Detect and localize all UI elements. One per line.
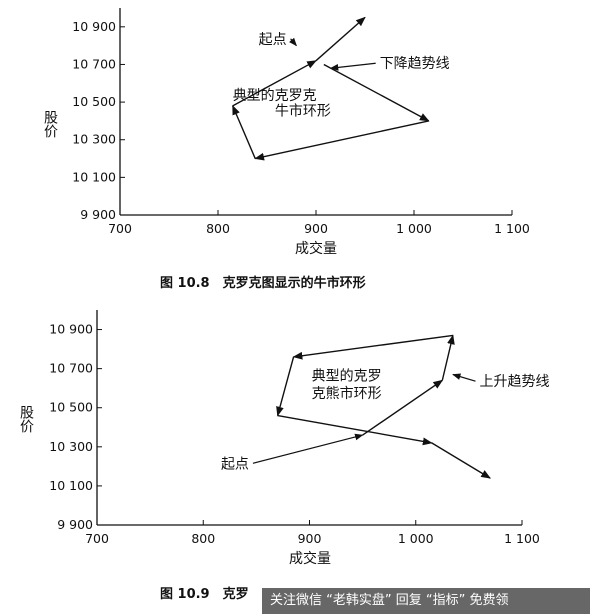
watermark-banner: 关注微信 “老韩实盘” 回复 “指标” 免费领 [262,588,590,614]
annotation-arrow [252,433,364,464]
loop-segment [232,104,256,159]
annotation-label: 起点 [221,456,249,472]
loop-segment [441,334,455,381]
chart-bull-loop: 9 900 10 100 10 300 10 500 10 700 10 900 700 80… [42,8,530,291]
y-tick-label: 10 500 [49,400,93,415]
x-tick-label: 900 [304,221,328,236]
x-tick-label: 700 [108,221,132,236]
loop-segment [315,16,366,62]
x-axis-title: 成交量 [295,240,337,257]
annotation-label: 下降趋势线 [380,56,450,72]
annotation-arrow [452,373,476,382]
loop-segment [232,60,317,107]
annotation-label: 上升趋势线 [480,374,550,390]
figure-caption: 图 10.8 克罗克图显示的牛市环形 [160,275,366,291]
y-axis-title: 股价 [18,405,34,433]
loop-segment [362,379,444,436]
y-tick-label: 10 300 [72,132,116,147]
y-tick-label: 10 100 [72,169,116,184]
x-tick-label: 700 [85,531,109,546]
chart-bear-loop: 9 900 10 100 10 300 10 500 10 700 10 900 700 80… [18,310,550,602]
loop-segment [323,63,430,122]
y-tick-label: 10 500 [72,94,116,109]
y-axis-title: 股价 [42,110,58,138]
annotation-label: 起点 [259,32,287,48]
x-tick-label: 800 [206,221,230,236]
x-tick-label: 1 100 [504,531,540,546]
y-tick-label: 10 300 [49,439,93,454]
figure-caption: 图 10.9 克罗 [160,586,249,602]
y-tick-label: 10 700 [49,361,93,376]
loop-segment [292,334,454,360]
x-tick-label: 800 [191,531,215,546]
x-tick-label: 1 000 [398,531,434,546]
annotation-label: 牛市环形 [275,102,331,119]
annotation-label: 典型的克罗 [312,368,382,384]
y-tick-label: 9 900 [80,207,116,222]
loop-segment [277,414,433,446]
loop-segment [254,120,429,161]
annotation-arrow [329,62,376,71]
annotation-label: 典型的克罗克 [233,88,317,104]
x-tick-label: 1 000 [396,221,432,236]
y-tick-label: 10 700 [72,56,116,71]
y-tick-label: 10 900 [49,322,93,337]
y-tick-label: 9 900 [57,517,93,532]
x-tick-label: 900 [298,531,322,546]
annotation-arrow [288,37,297,47]
y-tick-label: 10 100 [49,478,93,493]
x-tick-label: 1 100 [494,221,530,236]
y-tick-label: 10 900 [72,19,116,34]
loop-segment [276,356,295,417]
x-axis-title: 成交量 [289,550,331,567]
annotation-label: 克熊市环形 [312,385,382,402]
loop-segment [431,442,491,479]
